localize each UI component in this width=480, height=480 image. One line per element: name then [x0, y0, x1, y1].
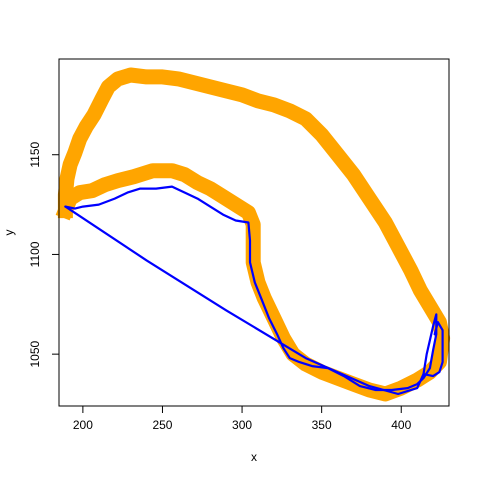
y-axis: 1050 1100 1150 [28, 141, 59, 368]
y-tick-label: 1150 [28, 141, 42, 167]
y-axis-label: y [2, 230, 16, 236]
y-tick-label: 1050 [28, 340, 42, 367]
x-tick-label: 200 [73, 418, 93, 432]
x-axis: 200 250 300 350 400 [73, 405, 412, 432]
x-tick-label: 400 [391, 418, 411, 432]
x-axis-label: x [251, 450, 257, 464]
x-tick-label: 350 [312, 418, 332, 432]
x-tick-label: 300 [232, 418, 252, 432]
series-line-path-1 [64, 185, 444, 392]
series-line-path-2 [64, 205, 425, 396]
series-layer [55, 67, 451, 402]
x-tick-label: 250 [152, 418, 172, 432]
series-band-path [55, 67, 451, 402]
y-tick-label: 1100 [28, 241, 42, 267]
